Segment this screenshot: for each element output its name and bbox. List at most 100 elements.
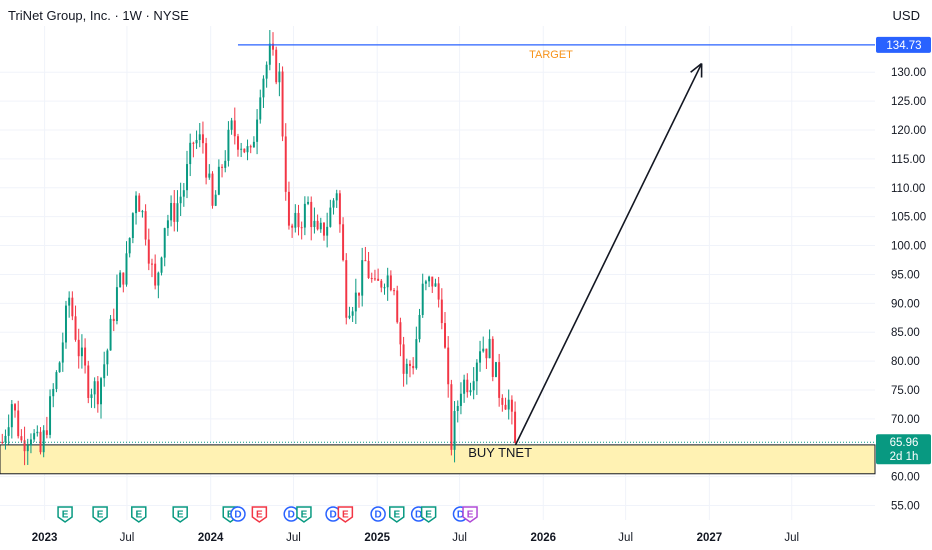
earnings-marker — [131, 506, 147, 523]
candle-body — [252, 141, 255, 148]
candle-body — [112, 318, 115, 322]
earnings-marker-letter: E — [301, 510, 308, 521]
candle-body — [322, 222, 325, 236]
candle-body — [348, 315, 351, 318]
candle-body — [256, 119, 259, 142]
candle-body — [405, 363, 408, 374]
earnings-marker-letter: E — [425, 510, 432, 521]
candle-body — [310, 201, 313, 228]
candle-body — [182, 190, 185, 197]
candle-body — [10, 404, 13, 428]
candle-body — [42, 430, 45, 453]
candle-body — [224, 160, 227, 168]
earnings-marker-letter: E — [97, 510, 104, 521]
x-tick-label: 2025 — [364, 532, 390, 544]
candle-body — [7, 427, 10, 436]
candle-body — [514, 411, 517, 443]
buy-zone-label: BUY TNET — [468, 445, 532, 460]
x-tick-label: Jul — [784, 532, 799, 544]
candle-body — [383, 287, 386, 289]
candle-body — [198, 134, 201, 140]
candle-body — [262, 78, 265, 98]
y-tick-label: 75.00 — [891, 385, 920, 397]
candle-body — [494, 362, 497, 377]
earnings-marker-letter: E — [467, 510, 474, 521]
candle-body — [68, 297, 71, 306]
candle-body — [440, 299, 443, 324]
candle-body — [211, 173, 214, 206]
candle-body — [380, 280, 383, 288]
candle-body — [61, 342, 64, 363]
candle-body — [246, 146, 249, 153]
dividend-marker-letter: D — [234, 510, 241, 521]
candle-body — [96, 381, 99, 405]
candle-body — [424, 281, 427, 284]
candle-body — [434, 283, 437, 287]
candle-body — [491, 338, 494, 377]
earnings-marker-letter: E — [177, 510, 184, 521]
target-label: TARGET — [529, 49, 573, 61]
candle-body — [4, 435, 7, 443]
earnings-marker — [337, 506, 354, 523]
candle-body — [144, 211, 147, 240]
candle-body — [303, 203, 306, 228]
candle-body — [45, 430, 48, 435]
candle-body — [463, 379, 466, 394]
y-tick-label: 85.00 — [891, 327, 920, 339]
candle-body — [49, 396, 52, 435]
y-tick-label: 95.00 — [891, 269, 920, 281]
dividend-marker — [230, 506, 246, 522]
candle-body — [313, 220, 316, 228]
dividend-marker-letter: D — [457, 510, 464, 521]
current-price-label: 65.96 — [890, 437, 919, 449]
candle-body — [300, 227, 303, 229]
arrow-head — [690, 62, 703, 73]
candle-body — [74, 316, 77, 340]
candle-body — [459, 393, 462, 406]
candle-body — [456, 405, 459, 412]
candle-body — [189, 142, 192, 165]
candle-body — [128, 238, 131, 254]
y-tick-label: 60.00 — [891, 472, 920, 484]
candle-body — [249, 146, 252, 148]
projection-arrow — [514, 63, 703, 446]
candle-body — [157, 272, 160, 286]
candle-body — [307, 201, 310, 204]
candle-body — [373, 278, 376, 280]
candle-body — [399, 322, 402, 345]
candle-body — [265, 64, 268, 79]
earnings-marker — [462, 506, 478, 523]
candle-body — [23, 440, 26, 452]
candle-body — [402, 344, 405, 374]
candle-body — [450, 384, 453, 450]
earnings-marker — [296, 506, 312, 523]
candle-body — [354, 292, 357, 312]
candle-body — [186, 164, 188, 191]
target-price-badge — [876, 36, 931, 53]
candle-body — [84, 347, 87, 366]
candle-body — [163, 228, 166, 258]
buy-zone — [0, 444, 876, 475]
candle-body — [14, 404, 17, 411]
candle-body — [208, 173, 211, 178]
candle-body — [415, 339, 418, 369]
candle-body — [453, 411, 456, 450]
earnings-marker — [172, 506, 188, 523]
candle-body — [135, 195, 138, 214]
candle-body — [36, 431, 39, 434]
candle-body — [275, 49, 278, 83]
candle-body — [437, 283, 440, 300]
candle-body — [329, 207, 332, 227]
candle-body — [125, 253, 128, 285]
x-tick-label: 2027 — [697, 532, 723, 544]
candle-body — [421, 283, 424, 315]
candle-body — [214, 194, 217, 206]
y-tick-label: 55.00 — [891, 501, 920, 513]
candle-body — [233, 120, 236, 137]
dividend-marker-letter: D — [329, 510, 336, 521]
candle-body — [294, 212, 297, 228]
candle-body — [287, 191, 290, 226]
candle-body — [166, 220, 169, 229]
y-tick-label: 90.00 — [891, 298, 920, 310]
